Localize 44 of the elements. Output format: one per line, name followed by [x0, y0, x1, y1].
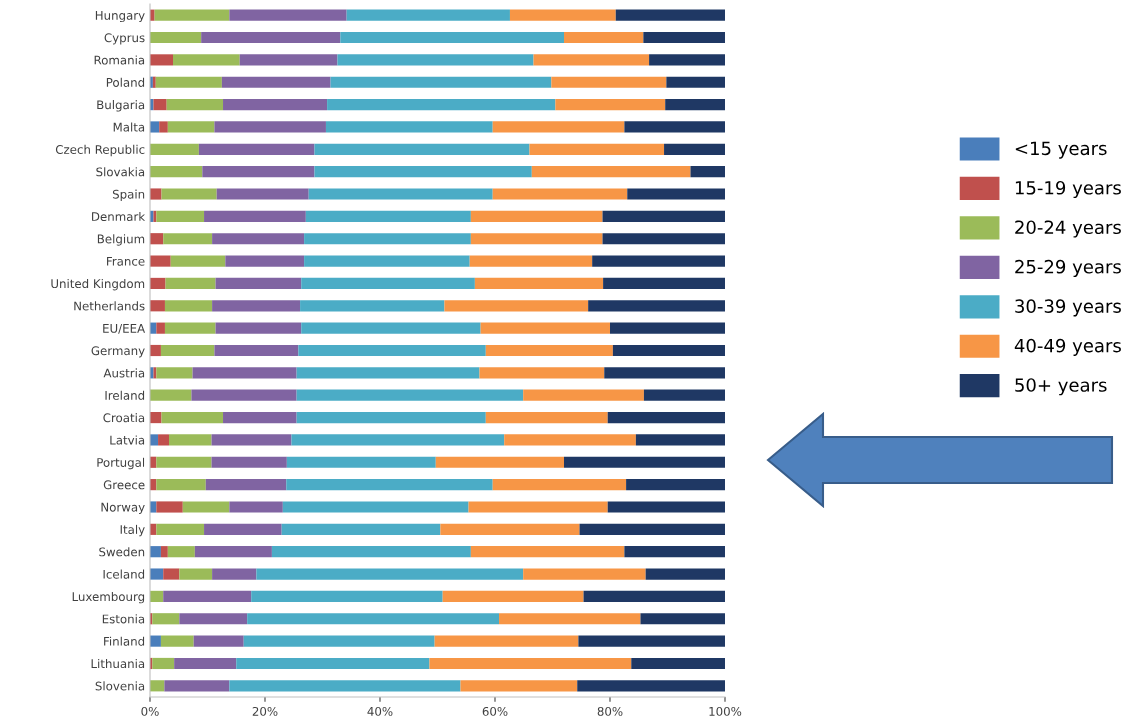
y-tick-label: Croatia	[103, 413, 145, 423]
y-tick-label: Hungary	[95, 11, 145, 23]
x-tick-label: 100%	[709, 706, 742, 716]
legend-label: 50+ years	[1015, 378, 1107, 396]
y-tick-label: EU/EEA	[103, 324, 146, 334]
x-tick-label: 20%	[252, 706, 278, 716]
y-tick-label: Ireland	[105, 390, 145, 400]
y-tick-label: Estonia	[102, 614, 145, 624]
y-tick-label: United Kingdom	[51, 278, 145, 291]
x-tick-label: 80%	[597, 706, 623, 716]
y-tick-label: Finland	[104, 636, 145, 646]
y-tick-label: France	[107, 256, 145, 266]
y-tick-label: Romania	[94, 55, 145, 65]
y-tick-label: Bulgaria	[97, 100, 145, 112]
y-tick-label: Lithuania	[91, 658, 145, 669]
y-tick-label: Spain	[112, 189, 145, 201]
y-tick-label: Slovenia	[95, 681, 145, 691]
y-tick-label: Poland	[106, 77, 145, 87]
y-tick-label: Czech Republic	[55, 144, 145, 157]
y-tick-label: Portugal	[97, 457, 145, 470]
y-tick-label: Netherlands	[74, 301, 145, 311]
y-tick-label: Cyprus	[104, 33, 145, 45]
x-tick-label: 0%	[141, 706, 159, 716]
legend-label: 30-39 years	[1015, 299, 1121, 317]
y-tick-label: Malta	[113, 122, 145, 132]
legend-label: <15 years	[1015, 141, 1107, 159]
y-tick-label: Greece	[103, 480, 145, 490]
y-tick-label: Austria	[103, 368, 145, 378]
y-tick-label: Italy	[120, 524, 145, 537]
x-tick-label: 60%	[482, 706, 508, 716]
y-tick-label: Belgium	[97, 234, 145, 246]
y-tick-label: Germany	[91, 346, 145, 358]
legend-label: 25-29 years	[1015, 259, 1121, 278]
legend-label: 15-19 years	[1015, 180, 1121, 199]
y-tick-label: Sweden	[99, 547, 145, 557]
y-tick-label: Denmark	[92, 211, 146, 222]
y-tick-label: Slovakia	[96, 167, 145, 177]
y-tick-label: Luxembourg	[72, 591, 145, 604]
x-tick-label: 40%	[367, 706, 393, 716]
legend-label: 40-49 years	[1014, 338, 1121, 356]
legend-label: 20-24 years	[1015, 220, 1121, 238]
y-tick-label: Latvia	[110, 435, 145, 445]
y-tick-label: Iceland	[103, 569, 145, 579]
y-tick-label: Norway	[101, 502, 145, 514]
